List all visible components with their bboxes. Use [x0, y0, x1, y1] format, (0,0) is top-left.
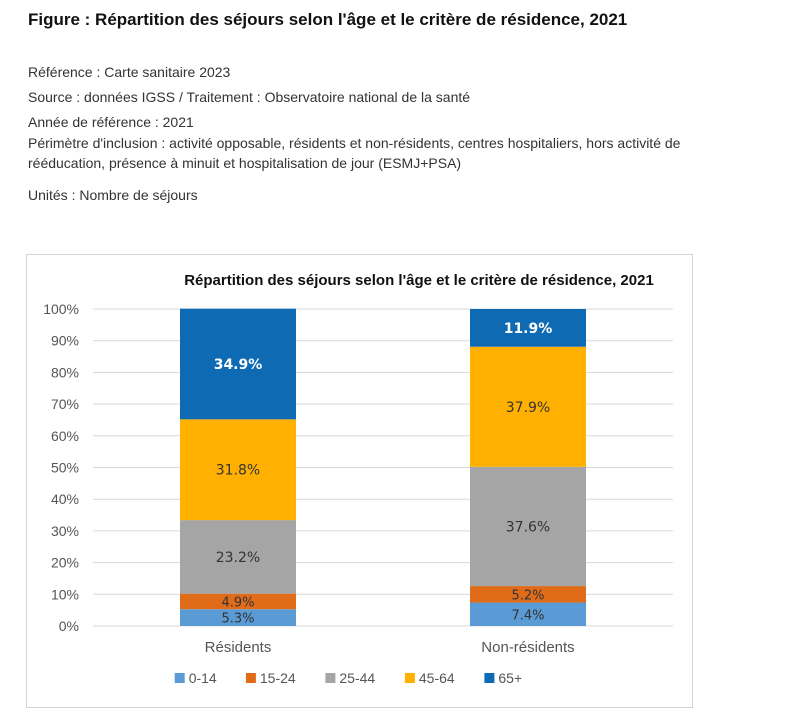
chart-title: Répartition des séjours selon l'âge et l…: [184, 272, 654, 289]
data-label: 5.3%: [221, 612, 254, 627]
legend-swatch: [174, 673, 185, 683]
y-tick-label: 40%: [51, 491, 79, 507]
y-tick-label: 60%: [51, 428, 79, 444]
scope-text: Périmètre d'inclusion : activité opposab…: [28, 133, 796, 173]
data-label: 37.9%: [506, 400, 550, 416]
source-text: Source : données IGSS / Traitement : Obs…: [28, 89, 471, 105]
legend-label: 25-44: [339, 670, 375, 686]
units-text: Unités : Nombre de séjours: [28, 187, 198, 203]
bar-segment: [470, 466, 586, 587]
scope-line-1: Périmètre d'inclusion : activité opposab…: [28, 135, 681, 151]
y-tick-label: 50%: [51, 460, 79, 476]
data-label: 11.9%: [504, 321, 553, 337]
y-tick-label: 0%: [59, 618, 79, 634]
y-tick-label: 10%: [51, 586, 79, 602]
data-label: 5.2%: [511, 588, 544, 603]
y-tick-label: 100%: [43, 301, 79, 317]
data-label: 37.6%: [506, 519, 550, 535]
data-label: 34.9%: [214, 357, 263, 373]
scope-line-2: rééducation, présence à minuit et hospit…: [28, 155, 462, 171]
legend-label: 45-64: [419, 670, 455, 686]
reference-text: Référence : Carte sanitaire 2023: [28, 64, 231, 80]
bar-segment: [180, 609, 296, 626]
bar-segment: [470, 309, 586, 347]
bar-segment: [470, 346, 586, 467]
chart-container: Répartition des séjours selon l'âge et l…: [26, 254, 693, 708]
bar-segment: [470, 586, 586, 603]
data-label: 23.2%: [216, 550, 260, 566]
bar-segment: [180, 419, 296, 521]
legend-label: 65+: [498, 670, 522, 686]
data-label: 4.9%: [221, 595, 254, 610]
x-tick-label: Non-résidents: [481, 639, 574, 656]
legend-label: 15-24: [260, 670, 296, 686]
bar-segment: [470, 602, 586, 626]
legend-swatch: [484, 673, 495, 683]
y-tick-label: 90%: [51, 333, 79, 349]
data-label: 7.4%: [511, 608, 544, 623]
legend-swatch: [245, 673, 256, 683]
bar-segment: [180, 520, 296, 594]
figure-title: Figure : Répartition des séjours selon l…: [28, 10, 628, 29]
legend-swatch: [404, 673, 415, 683]
stacked-bar-chart: Répartition des séjours selon l'âge et l…: [43, 272, 673, 686]
y-tick-label: 70%: [51, 396, 79, 412]
bar-segment: [180, 593, 296, 610]
legend-swatch: [325, 673, 336, 683]
data-label: 31.8%: [216, 463, 260, 479]
y-tick-label: 20%: [51, 555, 79, 571]
reference-year-text: Année de référence : 2021: [28, 114, 194, 130]
y-tick-label: 30%: [51, 523, 79, 539]
legend-label: 0-14: [189, 670, 217, 686]
bar-segment: [180, 308, 296, 420]
x-tick-label: Résidents: [205, 639, 272, 656]
y-tick-label: 80%: [51, 364, 79, 380]
